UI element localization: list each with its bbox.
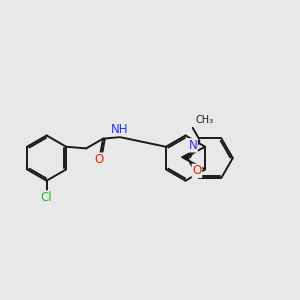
Text: NH: NH <box>111 122 129 136</box>
Text: CH₃: CH₃ <box>195 115 213 124</box>
Text: Cl: Cl <box>41 191 52 204</box>
Text: O: O <box>192 164 202 177</box>
Text: N: N <box>188 139 197 152</box>
Text: O: O <box>94 153 104 166</box>
